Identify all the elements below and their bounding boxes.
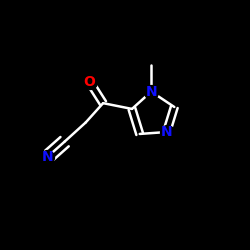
Text: O: O [84,75,96,89]
Text: N: N [146,84,157,98]
Text: N: N [161,125,172,139]
Text: N: N [42,150,53,164]
